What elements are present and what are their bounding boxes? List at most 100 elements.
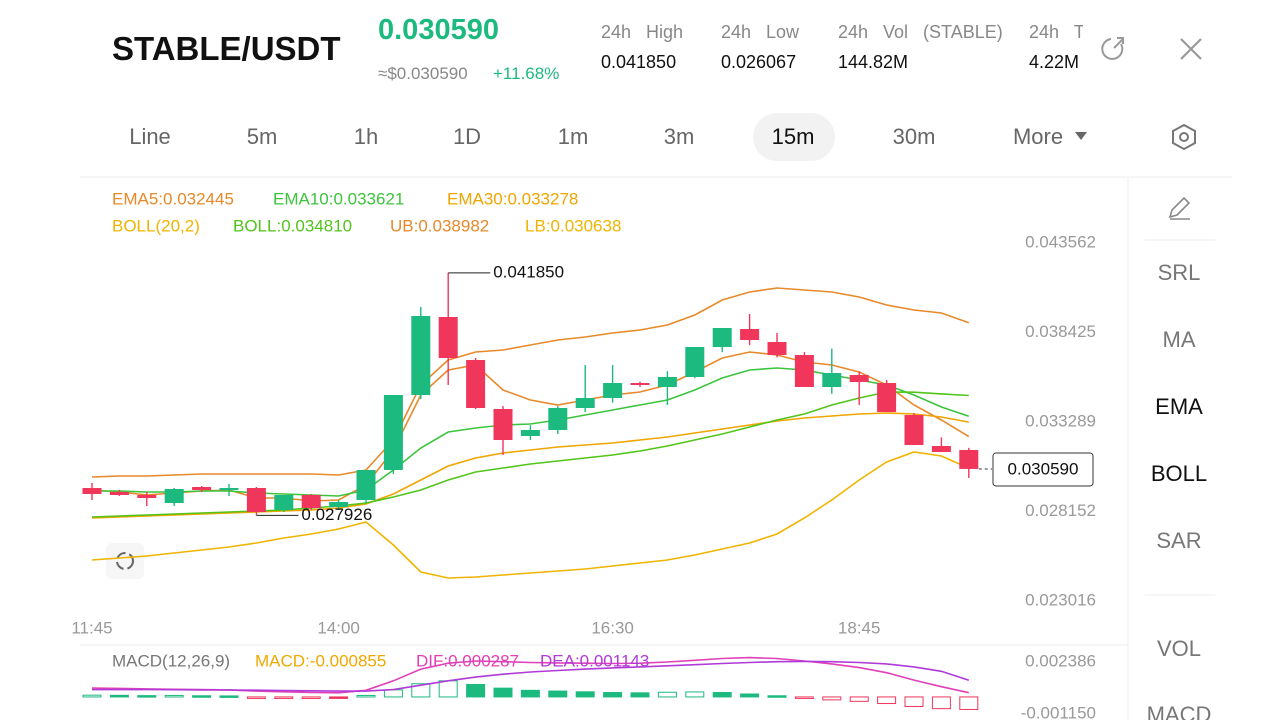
indicator-line bbox=[91, 351, 970, 502]
y-tick-label: 0.002386 bbox=[1025, 651, 1096, 670]
candle-body bbox=[82, 488, 102, 495]
stat: 24h Vol (STABLE) 144.82M bbox=[838, 22, 1003, 73]
candle-body bbox=[630, 383, 650, 385]
macd-bar bbox=[164, 694, 184, 698]
candle-body bbox=[301, 495, 321, 509]
last-price: 0.030590 bbox=[378, 14, 499, 46]
candle-body bbox=[877, 383, 897, 412]
legend-entry: EMA30:0.033278 bbox=[447, 189, 578, 208]
timeframe-tab[interactable]: 15m bbox=[772, 124, 815, 149]
timeframe-tab[interactable]: 1m bbox=[558, 124, 589, 149]
active-tab-bg bbox=[753, 113, 835, 161]
indicator-tool[interactable]: VOL bbox=[1157, 636, 1201, 661]
macd-bar bbox=[877, 696, 897, 705]
macd-title: MACD(12,26,9) bbox=[112, 651, 230, 670]
timeframe-tab[interactable]: 1h bbox=[354, 124, 378, 149]
indicator-line bbox=[91, 412, 969, 519]
legend-entry: EMA10:0.033621 bbox=[273, 189, 404, 208]
macd-bar bbox=[794, 696, 814, 699]
candle-body bbox=[657, 377, 677, 387]
indicator-tool[interactable]: EMA bbox=[1155, 394, 1203, 419]
candle-body bbox=[849, 375, 869, 382]
candle-body bbox=[740, 329, 760, 341]
indicator-tool[interactable]: SRL bbox=[1158, 260, 1201, 285]
candle-body bbox=[164, 488, 184, 503]
indicator-line bbox=[91, 391, 969, 518]
candle-body bbox=[137, 495, 157, 498]
gear-hole bbox=[1179, 132, 1189, 142]
timeframe-tab[interactable]: 1D bbox=[453, 124, 481, 149]
macd-bar bbox=[603, 692, 623, 698]
macd-bar bbox=[137, 695, 157, 698]
last-price-box bbox=[992, 452, 1094, 487]
timeframe-tab[interactable]: More bbox=[1013, 124, 1063, 149]
macd-line bbox=[92, 660, 970, 692]
share-icon[interactable] bbox=[1101, 37, 1124, 60]
macd-bar bbox=[849, 696, 869, 702]
sync-circle bbox=[116, 552, 134, 570]
macd-bar bbox=[301, 696, 321, 699]
legend-entry: MACD:-0.000855 bbox=[255, 651, 386, 670]
settings-icon[interactable] bbox=[1172, 123, 1196, 151]
candle-body bbox=[383, 395, 403, 471]
legend-entry: DEA:0.001143 bbox=[540, 651, 649, 670]
timeframe-tab[interactable]: Line bbox=[129, 124, 171, 149]
candle-body bbox=[603, 383, 623, 398]
legend-entry: EMA5:0.032445 bbox=[112, 189, 234, 208]
candle-body bbox=[548, 408, 568, 430]
candle-body bbox=[411, 316, 431, 396]
candle-body bbox=[767, 342, 787, 356]
indicator-tool[interactable]: MACD bbox=[1147, 702, 1212, 720]
macd-bar bbox=[82, 694, 102, 698]
y-tick-label: -0.001150 bbox=[1021, 703, 1096, 720]
legend-entry: UB:0.038982 bbox=[390, 216, 489, 235]
close-icon[interactable] bbox=[1180, 38, 1202, 60]
candle-body bbox=[575, 397, 595, 409]
macd-bar bbox=[959, 696, 979, 710]
candle-body bbox=[685, 347, 705, 378]
macd-bar bbox=[575, 691, 595, 698]
candle-body bbox=[246, 488, 266, 512]
sync-icon[interactable] bbox=[106, 543, 144, 579]
pair-title: STABLE/USDT bbox=[112, 30, 341, 67]
indicator-tool[interactable]: MA bbox=[1163, 327, 1196, 352]
candle-body bbox=[356, 470, 376, 500]
macd-bar bbox=[712, 692, 732, 698]
candle-body bbox=[329, 501, 349, 507]
candle-body bbox=[274, 495, 294, 510]
candle-body bbox=[192, 486, 212, 490]
max-label: 0.041850 bbox=[493, 262, 564, 281]
y-tick-label: 0.023016 bbox=[1025, 590, 1096, 609]
y-tick-label: 0.033289 bbox=[1025, 411, 1096, 430]
macd-bar bbox=[767, 695, 787, 698]
stat-value: 4.22M bbox=[1029, 52, 1080, 72]
macd-bar bbox=[383, 689, 403, 698]
indicator-tool[interactable]: BOLL bbox=[1151, 461, 1207, 486]
macd-bar bbox=[109, 694, 129, 698]
stat-value: 0.026067 bbox=[721, 52, 797, 72]
price-change: +11.68% bbox=[493, 64, 560, 83]
candle-body bbox=[794, 355, 814, 387]
candle-body bbox=[219, 488, 239, 490]
timeframe-tab[interactable]: 3m bbox=[664, 124, 695, 149]
candle-body bbox=[959, 449, 979, 469]
legend-entry: DIF:0.000287 bbox=[416, 651, 519, 670]
x-tick-label: 14:00 bbox=[317, 618, 360, 637]
timeframe-tab[interactable]: 5m bbox=[247, 124, 278, 149]
x-tick-label: 11:45 bbox=[71, 618, 112, 637]
stats: 24h High 0.041850 24h Low 0.026067 24h Vol (… bbox=[601, 22, 1083, 82]
y-tick-label: 0.028152 bbox=[1025, 501, 1096, 520]
indicator-tool[interactable]: SAR bbox=[1156, 528, 1201, 553]
macd-bar bbox=[904, 696, 924, 707]
draw-icon[interactable] bbox=[1168, 196, 1191, 220]
legend-entry: BOLL:0.034810 bbox=[233, 216, 352, 235]
indicator-line bbox=[91, 451, 970, 579]
timeframe-tab[interactable]: 30m bbox=[893, 124, 936, 149]
stat: 24h T 4.22M bbox=[1029, 22, 1083, 73]
stat: 24h Low 0.026067 bbox=[721, 22, 799, 73]
min-label: 0.027926 bbox=[301, 505, 372, 524]
y-tick-label: 0.043562 bbox=[1025, 233, 1096, 252]
stat-value: 144.82M bbox=[838, 52, 909, 72]
macd-bar bbox=[411, 683, 431, 698]
